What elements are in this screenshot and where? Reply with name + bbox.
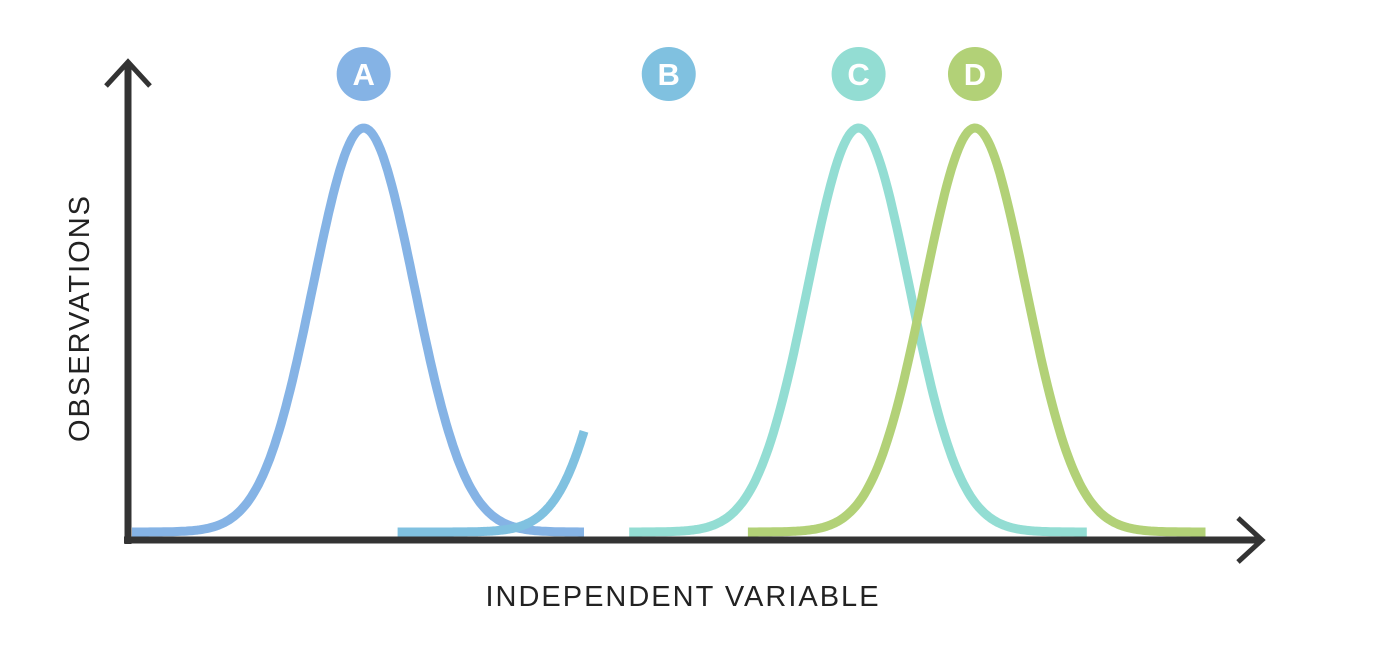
- series-badge-b: B: [641, 47, 696, 101]
- axes: [104, 58, 1266, 564]
- series-badge-circle: [831, 47, 886, 101]
- series-badge-a: A: [336, 47, 391, 101]
- series-label: C: [847, 57, 869, 92]
- series-curve-d: [745, 123, 1208, 537]
- series-label: B: [658, 57, 680, 92]
- series-badge-c: C: [831, 47, 886, 101]
- y-axis-arrow-icon: [104, 58, 152, 88]
- series-badge-circle: [947, 47, 1002, 101]
- curves-layer: [129, 123, 1208, 537]
- series-curve-c: [627, 123, 1090, 537]
- x-axis-label: INDEPENDENT VARIABLE: [485, 581, 880, 613]
- series-badge-circle: [641, 47, 696, 101]
- series-label: A: [352, 57, 374, 92]
- x-axis-arrow-icon: [1236, 516, 1266, 564]
- series-badge-circle: [336, 47, 391, 101]
- series-badge-d: D: [947, 47, 1002, 101]
- badges-layer: A B C D: [336, 47, 1002, 101]
- series-curve-a: [129, 123, 587, 537]
- series-label: D: [964, 57, 986, 92]
- y-axis-label: OBSERVATIONS: [64, 194, 96, 442]
- series-curve-b: [394, 429, 589, 537]
